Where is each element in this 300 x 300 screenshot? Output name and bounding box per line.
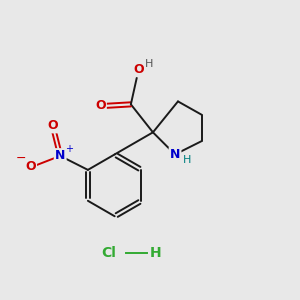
Text: O: O [47,119,58,132]
Text: O: O [26,160,36,173]
Text: O: O [133,63,143,76]
Text: N: N [55,149,65,162]
Text: H: H [183,155,192,165]
Text: H: H [150,246,162,260]
Text: H: H [145,59,153,69]
Text: O: O [95,99,106,112]
Text: Cl: Cl [101,246,116,260]
Text: +: + [65,144,73,154]
Text: N: N [170,148,180,161]
Text: −: − [16,152,27,165]
